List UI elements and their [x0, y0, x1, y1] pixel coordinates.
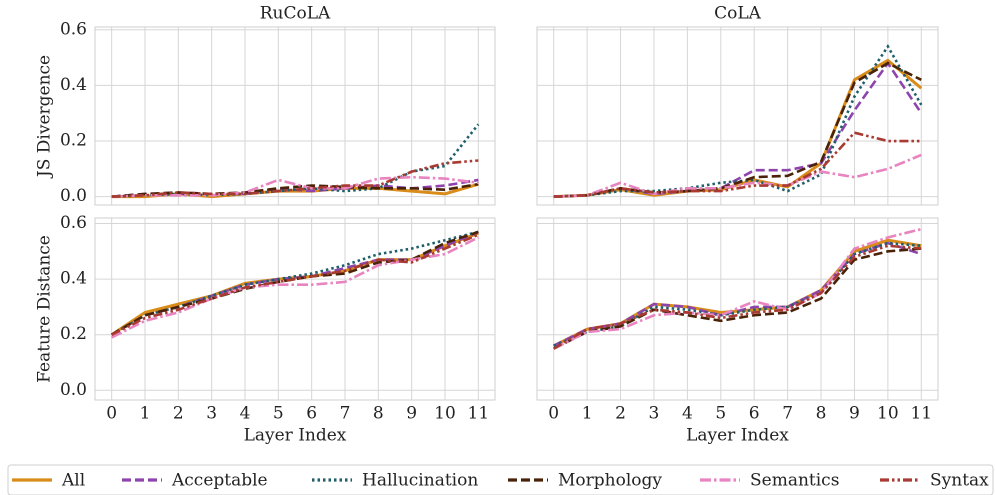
legend-label: All: [61, 471, 85, 491]
x-tick-label: 3: [649, 404, 660, 424]
series-line: [553, 61, 922, 198]
series-line: [553, 43, 923, 198]
y-tick-label: 0.4: [60, 75, 87, 95]
series-line: [111, 230, 479, 336]
legend-label: Acceptable: [171, 471, 268, 491]
x-tick-label: 0: [548, 404, 559, 424]
y-tick-label: 0.0: [60, 186, 87, 206]
panel-title: RuCoLA: [260, 4, 331, 24]
y-tick-label: 0.6: [60, 213, 87, 233]
y-tick-label: 0.4: [60, 269, 87, 289]
series-line: [553, 58, 923, 199]
legend-label: Hallucination: [362, 471, 478, 491]
series-line: [553, 244, 922, 350]
legend-label: Morphology: [558, 471, 662, 491]
x-tick-label: 4: [682, 404, 693, 424]
x-tick-label: 1: [140, 404, 151, 424]
x-tick-label: 3: [206, 404, 217, 424]
panel-title: CoLA: [714, 4, 762, 24]
series-line: [111, 175, 479, 198]
x-tick-label: 5: [715, 404, 726, 424]
y-tick-label: 0.2: [60, 131, 87, 151]
x-axis-label: Layer Index: [686, 426, 789, 446]
axes-frame: [536, 26, 939, 206]
x-tick-label: 2: [615, 404, 626, 424]
x-axis-label: Layer Index: [244, 426, 347, 446]
y-axis-label: JS Divergence: [35, 55, 55, 179]
x-tick-label: 10: [877, 404, 899, 424]
x-tick-label: 6: [749, 404, 760, 424]
series-line: [111, 182, 479, 198]
x-tick-label: 2: [173, 404, 184, 424]
x-tick-label: 9: [406, 404, 417, 424]
y-tick-label: 0.0: [60, 380, 87, 400]
series-line: [553, 153, 922, 198]
x-tick-label: 8: [816, 404, 827, 424]
y-tick-label: 0.6: [60, 19, 87, 39]
x-tick-label: 0: [106, 404, 117, 424]
legend-frame: [7, 464, 994, 495]
x-tick-label: 11: [468, 404, 490, 424]
x-tick-label: 7: [782, 404, 793, 424]
x-tick-label: 10: [434, 404, 456, 424]
series-line: [111, 230, 479, 336]
y-axis-label: Feature Distance: [35, 235, 55, 383]
legend: All Acceptable Hallucination Morphology Sema…: [7, 464, 994, 495]
x-tick-label: 6: [306, 404, 317, 424]
series-line: [110, 231, 479, 336]
series-line: [111, 230, 479, 336]
x-tick-label: 9: [849, 404, 860, 424]
x-tick-label: 11: [910, 404, 932, 424]
axes-frame: [94, 217, 496, 401]
series-line: [553, 241, 922, 348]
x-tick-label: 5: [273, 404, 284, 424]
series-line: [553, 131, 922, 198]
y-tick-label: 0.2: [60, 324, 87, 344]
series-line: [553, 247, 922, 350]
series-line: [111, 233, 479, 336]
series-line: [553, 60, 923, 198]
series-line: [553, 227, 922, 350]
x-tick-label: 8: [373, 404, 384, 424]
x-tick-label: 4: [240, 404, 251, 424]
legend-label: Syntax: [930, 471, 989, 491]
legend-label: Semantics: [750, 471, 839, 491]
x-tick-label: 7: [340, 404, 351, 424]
axes-frame: [536, 217, 939, 401]
axes-frame: [94, 26, 496, 206]
x-tick-label: 1: [582, 404, 593, 424]
